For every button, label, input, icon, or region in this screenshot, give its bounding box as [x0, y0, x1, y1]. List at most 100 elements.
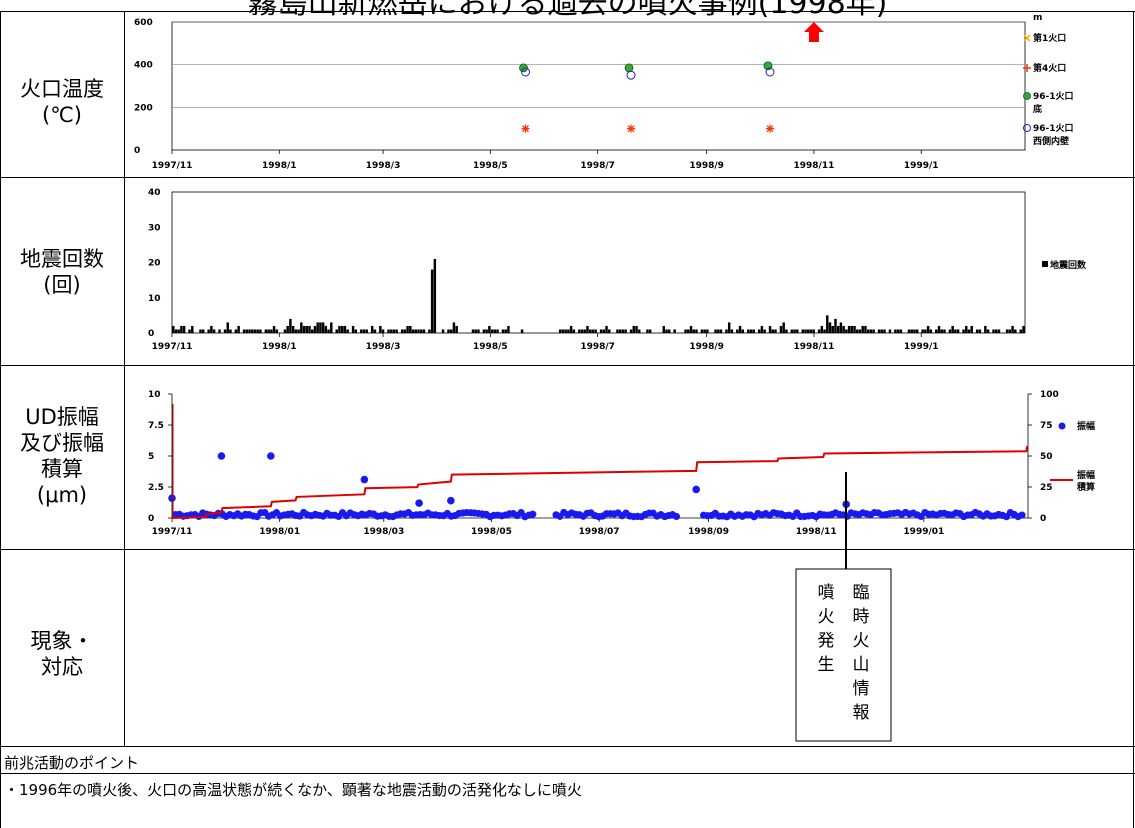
- quake-bar: [992, 329, 995, 333]
- temp-legend-label: 第4火口: [1033, 62, 1066, 74]
- quake-bar: [717, 329, 720, 333]
- quake-bar: [714, 329, 717, 333]
- temp-x-tick-label: 1997/11: [152, 161, 193, 171]
- quake-bar: [605, 325, 608, 333]
- event-label-eruption-char: 噴: [818, 583, 835, 603]
- temp-point-961-wall: [765, 67, 775, 77]
- quake-bar: [684, 329, 687, 333]
- quake-bar: [828, 322, 832, 333]
- row-label-crater-temp: 火口温度 (℃): [0, 76, 124, 128]
- quake-bar: [608, 329, 611, 333]
- event-label-volcanic-info-char: 山: [853, 655, 870, 675]
- quake-bar: [428, 329, 431, 333]
- quake-bar: [319, 322, 322, 333]
- quake-bar: [785, 329, 788, 333]
- quake-x-tick-label: 1998/11: [794, 342, 835, 352]
- event-label-volcanic-info-char: 臨: [853, 583, 870, 603]
- quake-bar: [501, 329, 505, 333]
- quake-bar: [218, 329, 221, 333]
- quake-bar: [354, 329, 358, 333]
- quake-bar: [861, 325, 864, 333]
- quake-bar: [935, 329, 938, 333]
- quake-bar: [727, 322, 731, 333]
- quake-bar: [948, 329, 952, 333]
- quake-bar: [880, 329, 884, 333]
- row-label-line: 火口温度: [20, 77, 104, 101]
- quake-bar: [820, 325, 824, 333]
- table-border-right: [1133, 11, 1134, 828]
- quake-bar: [834, 318, 837, 333]
- quake-bar: [940, 329, 943, 333]
- row-label-line: 現象・: [30, 629, 94, 653]
- quake-bar: [866, 329, 870, 333]
- quake-bar: [695, 329, 698, 333]
- quake-bar: [338, 325, 341, 333]
- quake-bar: [804, 329, 807, 333]
- quake-bar: [790, 329, 794, 333]
- quake-bar: [256, 329, 259, 333]
- quake-bar: [823, 329, 826, 333]
- quake-legend-swatch: [1042, 261, 1048, 267]
- event-label-volcanic-info-char: 時: [853, 607, 870, 627]
- temp-point-crater4: [627, 124, 636, 133]
- quake-y-tick-label: 0: [148, 329, 154, 339]
- quake-y-tick-label: 10: [148, 294, 161, 304]
- quake-bar: [1008, 329, 1012, 333]
- quake-bar: [741, 329, 745, 333]
- quake-bar: [180, 325, 183, 333]
- temp-point-961-bottom: [624, 63, 634, 73]
- quake-bar: [700, 329, 704, 333]
- amp-point-notable: [692, 485, 700, 494]
- quake-bar: [730, 329, 734, 333]
- quake-bar: [395, 329, 398, 333]
- temp-y-tick-label: 0: [134, 146, 140, 156]
- quake-bar: [806, 329, 810, 333]
- quake-bar: [191, 325, 194, 333]
- temp-point-crater4: [521, 124, 530, 133]
- quake-bar: [264, 329, 268, 333]
- quake-bar: [474, 329, 477, 333]
- quake-x-tick-label: 1999/1: [904, 342, 939, 352]
- amp-point-notable: [168, 494, 176, 502]
- quake-bar: [621, 329, 625, 333]
- quake-bar: [504, 329, 507, 333]
- amp-x-tick-label: 1998/05: [471, 527, 512, 537]
- quake-bar: [327, 329, 330, 333]
- quake-bar: [588, 329, 592, 333]
- quake-bar: [692, 329, 695, 333]
- quake-bar: [343, 325, 347, 333]
- quake-bar: [365, 329, 368, 333]
- amp-legend-dot: [1058, 422, 1066, 430]
- quake-bar: [646, 329, 649, 333]
- quake-bar: [578, 329, 581, 333]
- quake-bar: [520, 329, 524, 333]
- temp-legend-label: 底: [1033, 103, 1042, 115]
- quake-bar: [477, 329, 480, 333]
- quake-bar: [662, 325, 665, 333]
- row-label-line: 地震回数: [20, 247, 104, 271]
- row-divider-2: [0, 365, 1135, 366]
- table-border-top: [0, 11, 1135, 12]
- quake-bar: [335, 329, 338, 333]
- event-label-volcanic-info-char: 情: [853, 679, 870, 699]
- row-label-line: 及び振幅: [20, 431, 104, 455]
- temp-y-tick-label: 200: [134, 103, 153, 113]
- quake-bar: [580, 329, 584, 333]
- quake-bar: [1005, 329, 1009, 333]
- quake-bar: [234, 329, 238, 333]
- quake-bar: [507, 325, 510, 333]
- quake-bar: [967, 329, 971, 333]
- temp-point-961-bottom: [519, 63, 528, 73]
- quake-bar: [174, 329, 178, 333]
- quake-bar: [937, 325, 941, 333]
- quake-bar: [943, 329, 946, 333]
- quake-bar: [417, 329, 420, 333]
- quake-bar: [629, 329, 633, 333]
- quake-bar: [847, 325, 851, 333]
- amp-y-tick-label-left: 5: [148, 452, 154, 462]
- quake-bar: [858, 329, 862, 333]
- amp-x-tick-label: 1998/11: [796, 527, 837, 537]
- quake-bar: [894, 329, 897, 333]
- quake-bar: [297, 329, 300, 333]
- row-label-events: 現象・ 対応: [0, 628, 124, 680]
